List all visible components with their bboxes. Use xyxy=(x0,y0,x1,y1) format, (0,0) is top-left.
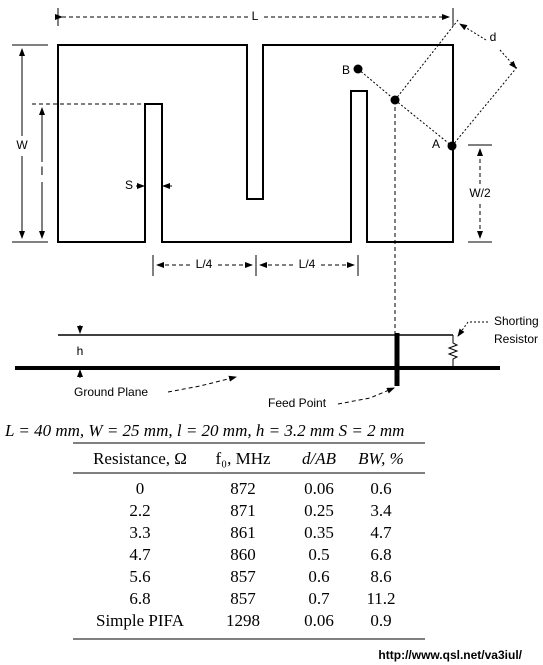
table-cell: 0.7 xyxy=(308,589,330,608)
table-cell: 857 xyxy=(230,567,256,586)
table-cell: 2.2 xyxy=(129,501,150,520)
table-cell: 5.6 xyxy=(129,567,150,586)
table-header: d/AB xyxy=(302,449,337,468)
table-header: f₀, MHz xyxy=(215,449,270,468)
table-cell: 0.6 xyxy=(370,479,391,498)
table-cell: 3.4 xyxy=(370,501,392,520)
label: Shorting xyxy=(494,314,539,328)
label: W/2 xyxy=(469,186,491,200)
table-cell: 0.35 xyxy=(304,523,334,542)
table-cell: 1298 xyxy=(226,611,260,630)
table-cell: 6.8 xyxy=(129,589,150,608)
label: L xyxy=(252,9,259,23)
diagram-labels: L d B A W l S W/2 L/4 L/4 h Shorting Res… xyxy=(16,9,538,410)
table-cell: 860 xyxy=(230,545,256,564)
table-header: BW, % xyxy=(358,449,404,468)
table-cell: 871 xyxy=(230,501,256,520)
label: W xyxy=(16,138,28,152)
label: Ground Plane xyxy=(74,385,148,399)
antenna-drawing xyxy=(12,8,519,405)
label: B xyxy=(342,63,350,77)
label: L/4 xyxy=(196,257,213,271)
table: Resistance, Ω f₀, MHz d/AB BW, % 0 872 0.06 0.6… xyxy=(73,442,425,640)
table-cell: 0.06 xyxy=(304,611,334,630)
footer-url: http://www.qsl.net/va3iul/ xyxy=(378,648,522,662)
table-cell: 4.7 xyxy=(129,545,151,564)
label: h xyxy=(77,344,84,358)
label: l xyxy=(41,164,44,178)
table-cell: 0.9 xyxy=(370,611,391,630)
table-cell: 3.3 xyxy=(129,523,150,542)
table-cell: 872 xyxy=(230,479,256,498)
label: d xyxy=(490,30,497,44)
table-cell: 4.7 xyxy=(370,523,392,542)
label: A xyxy=(432,137,440,151)
label: L/4 xyxy=(299,257,316,271)
table-cell: Simple PIFA xyxy=(96,611,185,630)
table-header: Resistance, Ω xyxy=(93,449,187,468)
parameters: L = 40 mm, W = 25 mm, l = 20 mm, h = 3.2… xyxy=(4,421,404,440)
label: Feed Point xyxy=(268,396,327,410)
label: S xyxy=(125,178,133,192)
table-cell: 11.2 xyxy=(366,589,395,608)
table-cell: 6.8 xyxy=(370,545,391,564)
table-cell: 8.6 xyxy=(370,567,391,586)
table-cell: 861 xyxy=(230,523,256,542)
table-cell: 0.25 xyxy=(304,501,334,520)
table-cell: 0.6 xyxy=(308,567,329,586)
table-cell: 0 xyxy=(136,479,145,498)
label: Resistor xyxy=(494,332,538,346)
table-cell: 0.06 xyxy=(304,479,334,498)
table-cell: 0.5 xyxy=(308,545,329,564)
table-cell: 857 xyxy=(230,589,256,608)
